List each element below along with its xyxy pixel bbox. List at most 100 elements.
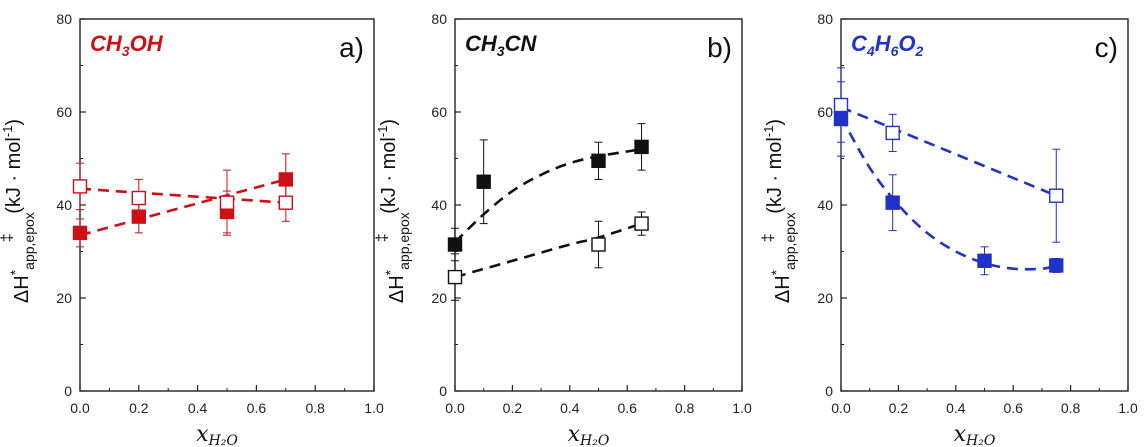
data-point-open — [885, 125, 900, 141]
data-point-open — [278, 195, 293, 210]
data-point-open — [591, 237, 606, 252]
y-tick-label: 20 — [431, 290, 447, 306]
x-tick-label: 0.4 — [946, 400, 966, 416]
y-tick-label: 40 — [56, 197, 72, 213]
y-tick-label: 40 — [817, 197, 833, 213]
solvent-label-part: OH — [130, 31, 164, 56]
x-tick-label: 0.4 — [188, 400, 208, 416]
y-tick-label: 20 — [817, 290, 833, 306]
data-point-filled — [476, 174, 491, 189]
x-tick-label: 0.6 — [1003, 400, 1023, 416]
y-tick-label: 80 — [56, 11, 72, 27]
y-tick-label: 80 — [817, 11, 833, 27]
solvent-label-part: CN — [505, 31, 538, 56]
y-axis-label-main: ΔH — [386, 275, 408, 303]
x-tick-label: 0.0 — [831, 400, 851, 416]
x-tick-label: 0.0 — [70, 400, 90, 416]
x-axis-label-sub: H₂O — [965, 433, 996, 447]
data-point-filled — [72, 225, 88, 241]
y-axis-label-star: * — [768, 269, 784, 275]
solvent-label-sub: 6 — [891, 43, 899, 59]
data-point-filled — [1049, 258, 1064, 273]
panel-letter: c) — [1095, 32, 1118, 63]
y-axis-label-star: * — [7, 269, 23, 275]
y-tick-label: 60 — [817, 104, 833, 120]
fit-line — [839, 116, 1057, 271]
x-tick-label: 0.2 — [503, 400, 523, 416]
x-tick-label: 0.8 — [675, 400, 695, 416]
data-point-filled — [977, 253, 992, 269]
y-axis-label-units: (kJ · mol — [764, 137, 786, 219]
x-axis-label: xH₂O — [954, 422, 996, 447]
y-tick-label: 0 — [825, 383, 833, 399]
panel-2: 0.0 0.2 0.4 0.6 0.8 1.0 0 20 40 60 80 ΔH*app,epox ‡ … — [374, 11, 752, 447]
panel-1: 0.0 0.2 0.4 0.6 0.8 1.0 0 20 40 60 80 ΔH*app,epox ‡ … — [0, 11, 384, 447]
panel-letter: a) — [339, 32, 364, 63]
panel-3: 0.0 0.2 0.4 0.6 0.8 1.0 0 20 40 60 80 ΔH*app,epox ‡ … — [760, 11, 1138, 447]
y-axis-label-dagger: ‡ — [760, 233, 777, 242]
series-2 — [72, 162, 293, 236]
x-axis-label-main: x — [568, 422, 581, 447]
y-axis-label-exp: -1 — [375, 126, 390, 138]
y-axis-label-star: * — [382, 269, 398, 275]
y-tick-label: 60 — [56, 104, 72, 120]
plot-frame — [454, 18, 743, 392]
y-tick-label: 80 — [431, 11, 447, 27]
y-axis-label: ΔH*app,epox ‡ (kJ · mol-1) — [0, 119, 37, 303]
data-point-open — [447, 269, 463, 285]
x-tick-label: 0.6 — [247, 400, 267, 416]
data-point-filled — [885, 195, 900, 210]
y-tick-label: 0 — [439, 383, 447, 399]
y-axis-label-close: ) — [378, 119, 400, 126]
data-point-open — [833, 97, 849, 113]
x-tick-label: 0.8 — [1061, 400, 1081, 416]
x-axis-label-sub: H₂O — [208, 433, 239, 447]
solvent-label-part: C — [851, 31, 868, 56]
y-axis-label-sub: app,epox — [782, 212, 798, 270]
x-axis-label: xH₂O — [196, 422, 238, 447]
fit-line — [79, 178, 287, 237]
solvent-label: CH3OH — [90, 31, 164, 59]
data-point-open — [1049, 188, 1064, 203]
fit-line — [79, 187, 286, 204]
y-axis-label-dagger: ‡ — [374, 233, 391, 242]
x-axis-label-main: x — [196, 422, 209, 447]
series-1 — [72, 153, 293, 248]
data-point-open — [219, 195, 235, 210]
solvent-label: CH3CN — [465, 31, 537, 59]
fit-line — [454, 222, 642, 279]
solvent-label-sub: 4 — [866, 43, 875, 59]
data-point-filled — [591, 153, 606, 169]
y-axis-label-main: ΔH — [772, 275, 794, 303]
series-2 — [447, 211, 649, 301]
solvent-label-part: CH — [90, 31, 123, 56]
solvent-label: C4H6O2 — [851, 31, 924, 59]
y-axis-label-exp: -1 — [0, 126, 15, 138]
solvent-label-part: H — [875, 31, 892, 56]
y-tick-label: 20 — [56, 290, 72, 306]
plot-frame — [840, 18, 1129, 392]
y-axis-label: ΔH*app,epox ‡ (kJ · mol-1) — [374, 119, 412, 303]
x-tick-label: 1.0 — [364, 400, 384, 416]
y-axis-label-units: (kJ · mol — [378, 137, 400, 219]
solvent-label-part: CH — [465, 31, 498, 56]
x-axis-label: xH₂O — [568, 422, 610, 447]
solvent-label-sub: 3 — [497, 43, 505, 59]
y-tick-label: 60 — [431, 104, 447, 120]
panel-letter: b) — [707, 32, 732, 63]
y-axis-label-main: ΔH — [11, 275, 33, 303]
y-axis-label-close: ) — [764, 119, 786, 126]
x-tick-label: 0.2 — [889, 400, 909, 416]
y-tick-label: 0 — [64, 383, 72, 399]
x-tick-label: 0.2 — [129, 400, 149, 416]
data-point-filled — [634, 139, 649, 155]
data-point-open — [131, 190, 147, 206]
y-axis-label: ΔH*app,epox ‡ (kJ · mol-1) — [760, 119, 798, 303]
x-tick-label: 0.8 — [305, 400, 325, 416]
y-axis-label-units: (kJ · mol — [3, 137, 25, 219]
y-axis-label-dagger: ‡ — [0, 233, 16, 242]
series-2 — [833, 67, 1064, 243]
fit-line — [454, 147, 642, 244]
x-tick-label: 1.0 — [732, 400, 752, 416]
